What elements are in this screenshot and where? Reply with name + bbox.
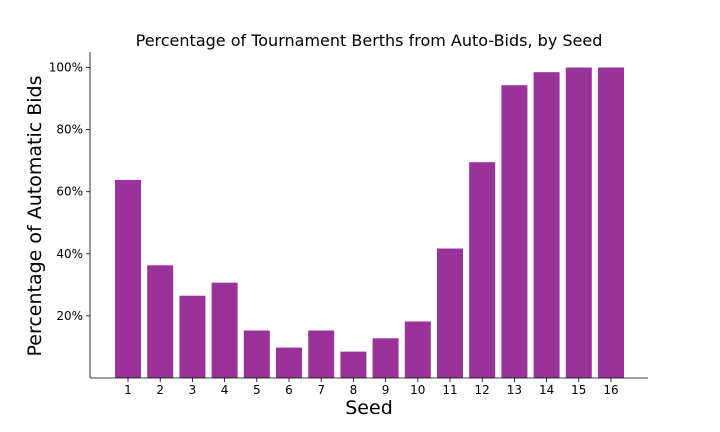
bar-seed-1: [115, 179, 141, 378]
bar-seed-7: [308, 330, 335, 378]
x-axis: 1 2 3 4 5 6 7 8 9 10 11 12 13 14 15 16: [90, 377, 648, 397]
bar-seed-15: [565, 67, 592, 379]
x-axis-label: Seed: [345, 397, 393, 419]
bar-seed-6: [276, 347, 302, 378]
x-tick-label: 9: [382, 383, 390, 397]
bar-seed-12: [469, 162, 496, 378]
x-tick-label: 4: [221, 383, 229, 397]
bar-seed-4: [211, 282, 238, 378]
bar-seed-5: [243, 330, 270, 378]
x-tick-label: 6: [285, 383, 293, 397]
x-tick-label: 2: [156, 383, 164, 397]
bar-seed-3: [179, 295, 206, 378]
x-tick-label: 13: [507, 383, 522, 397]
x-tick-label: 7: [317, 383, 325, 397]
x-tick-label: 14: [539, 383, 554, 397]
x-tick-label: 3: [189, 383, 197, 397]
x-tick-label: 10: [410, 383, 425, 397]
y-tick-label: 100%: [49, 61, 83, 75]
bar-seed-11: [437, 248, 463, 378]
bar-seed-14: [533, 72, 560, 378]
x-tick-label: 15: [571, 383, 586, 397]
chart-title: Percentage of Tournament Berths from Aut…: [136, 31, 603, 50]
x-tick-label: 5: [253, 383, 261, 397]
x-tick-label: 8: [350, 383, 358, 397]
bar-seed-2: [147, 265, 174, 378]
y-axis-label: Percentage of Automatic Bids: [24, 75, 46, 356]
x-tick-label: 12: [475, 383, 490, 397]
x-tick-label: 1: [124, 383, 132, 397]
x-tick-label: 11: [442, 383, 457, 397]
y-tick-label: 40%: [56, 247, 83, 261]
y-tick-label: 60%: [56, 185, 83, 199]
x-tick-label: 16: [603, 383, 618, 397]
bar-seed-10: [404, 321, 431, 378]
bar-seed-16: [598, 67, 624, 379]
bars-group: [115, 67, 624, 379]
y-axis: 20% 40% 60% 80% 100%: [49, 52, 91, 378]
bar-seed-13: [501, 85, 528, 379]
bar-seed-8: [340, 351, 367, 378]
bar-seed-9: [372, 338, 399, 378]
y-tick-label: 80%: [56, 123, 83, 137]
y-tick-label: 20%: [56, 309, 83, 323]
